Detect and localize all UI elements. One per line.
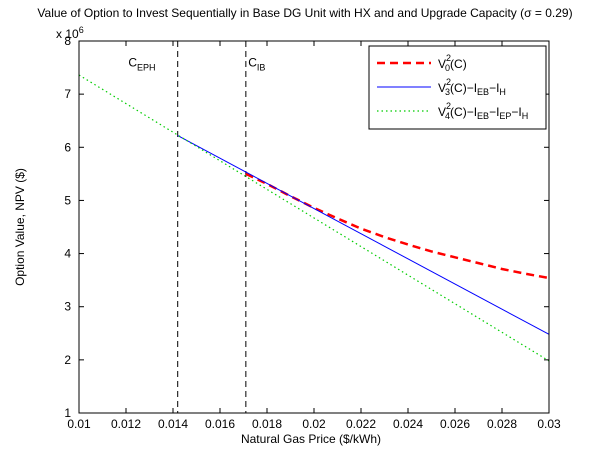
y-exponent-label: x 106 <box>56 25 84 41</box>
y-tick-label: 3 <box>64 300 71 314</box>
legend: V2 0(C) V2 3(C)−IEB−IH V2 4(C)−IEB−IEP−IH <box>368 45 547 130</box>
x-tick-label: 0.012 <box>111 417 141 431</box>
annotation-labels: CEPH CIB <box>128 56 265 73</box>
y-tick-label: 8 <box>64 34 71 48</box>
x-tick-label: 0.02 <box>302 417 326 431</box>
x-axis-label: Natural Gas Price ($/kWh) <box>241 432 381 446</box>
y-tick-label: 4 <box>64 247 71 261</box>
x-tick-label: 0.024 <box>393 417 423 431</box>
x-tick-label: 0.018 <box>252 417 282 431</box>
y-tick-label: 1 <box>64 406 71 420</box>
x-tick-label: 0.014 <box>158 417 188 431</box>
y-tick-label: 6 <box>64 140 71 154</box>
axis-ticks: 0.01 0.012 0.014 0.016 0.018 0.02 0.022 0.024 0.… <box>64 34 561 431</box>
threshold-label-ib: CIB <box>248 56 265 73</box>
x-tick-label: 0.022 <box>346 417 376 431</box>
x-tick-label: 0.016 <box>205 417 235 431</box>
threshold-label-eph: CEPH <box>128 56 155 73</box>
legend-label-0: V2 0(C) <box>438 53 467 73</box>
series-layer <box>78 74 550 362</box>
y-tick-label: 2 <box>64 353 71 367</box>
series-line-2 <box>78 74 550 362</box>
y-axis-label: Option Value, NPV ($) <box>13 168 27 286</box>
x-tick-label: 0.01 <box>67 417 91 431</box>
annotation-lines <box>177 41 247 413</box>
y-tick-label: 7 <box>64 87 71 101</box>
y-tick-label: 5 <box>64 193 71 207</box>
x-tick-label: 0.026 <box>440 417 470 431</box>
x-tick-label: 0.028 <box>487 417 517 431</box>
series-line-1 <box>177 135 550 335</box>
legend-label-2: V2 4(C)−IEB−IEP−IH <box>438 101 528 121</box>
chart-title: Value of Option to Invest Sequentially i… <box>37 6 572 20</box>
x-tick-label: 0.03 <box>537 417 561 431</box>
legend-label-1: V2 3(C)−IEB−IH <box>438 77 506 97</box>
